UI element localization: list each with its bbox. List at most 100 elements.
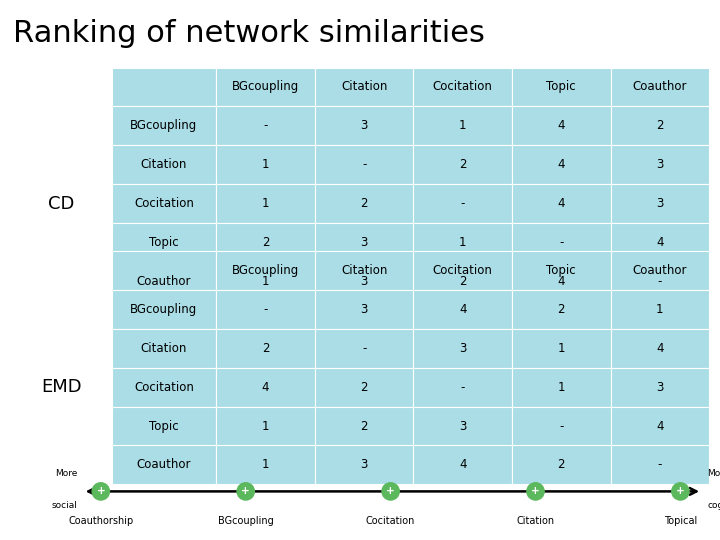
Bar (315, 290, 413, 329)
Text: 3: 3 (459, 420, 467, 433)
Bar (512, 106, 611, 145)
Bar (512, 223, 611, 262)
Text: Citation: Citation (140, 158, 187, 171)
Text: EMD: EMD (41, 378, 81, 396)
Bar (611, 251, 709, 290)
Text: -: - (657, 458, 662, 471)
Bar (216, 407, 315, 446)
Bar (112, 290, 216, 329)
Text: 3: 3 (361, 119, 368, 132)
Bar (216, 368, 315, 407)
Text: 4: 4 (557, 158, 565, 171)
Bar (413, 251, 512, 290)
Bar (413, 262, 512, 301)
Bar (611, 407, 709, 446)
Bar (413, 184, 512, 223)
Bar (611, 68, 709, 106)
Text: -: - (461, 197, 465, 210)
Bar (112, 106, 216, 145)
Bar (216, 290, 315, 329)
Text: 1: 1 (557, 381, 565, 394)
Bar (611, 290, 709, 329)
Bar (413, 106, 512, 145)
Text: 1: 1 (656, 303, 664, 316)
Text: 3: 3 (361, 303, 368, 316)
Text: 2: 2 (557, 458, 565, 471)
Text: 1: 1 (459, 236, 467, 249)
Bar (112, 251, 216, 290)
Text: Topic: Topic (546, 264, 576, 277)
Bar (611, 184, 709, 223)
Text: BGcoupling: BGcoupling (130, 119, 197, 132)
Bar (112, 145, 216, 184)
Bar (315, 446, 413, 484)
Bar (315, 262, 413, 301)
Ellipse shape (92, 483, 109, 500)
Text: 4: 4 (262, 381, 269, 394)
Text: Cocitation: Cocitation (433, 80, 492, 93)
Text: 4: 4 (656, 420, 664, 433)
Text: BGcoupling: BGcoupling (232, 80, 299, 93)
Text: -: - (264, 303, 268, 316)
Text: 3: 3 (656, 197, 664, 210)
Text: 4: 4 (557, 275, 565, 288)
Text: 1: 1 (557, 342, 565, 355)
Text: 1: 1 (262, 158, 269, 171)
Bar (216, 68, 315, 106)
Ellipse shape (672, 483, 689, 500)
Bar (512, 262, 611, 301)
Text: Cocitation: Cocitation (433, 264, 492, 277)
Text: +: + (531, 487, 540, 496)
Text: BGcoupling: BGcoupling (130, 303, 197, 316)
Text: More: More (55, 469, 78, 478)
Text: cognitive: cognitive (707, 501, 720, 510)
Bar (512, 446, 611, 484)
Text: Citation: Citation (341, 264, 387, 277)
Bar (315, 329, 413, 368)
Text: 3: 3 (656, 158, 664, 171)
Text: More: More (707, 469, 720, 478)
Bar (216, 251, 315, 290)
Text: -: - (264, 119, 268, 132)
Text: 2: 2 (656, 119, 664, 132)
Bar (216, 106, 315, 145)
Bar (315, 251, 413, 290)
Text: 3: 3 (361, 458, 368, 471)
Text: +: + (676, 487, 685, 496)
Bar (611, 262, 709, 301)
Bar (112, 184, 216, 223)
Text: Cocitation: Cocitation (134, 197, 194, 210)
Bar (112, 68, 216, 106)
Bar (112, 223, 216, 262)
Bar (413, 329, 512, 368)
Bar (216, 223, 315, 262)
Bar (413, 407, 512, 446)
Bar (112, 329, 216, 368)
Text: Ranking of network similarities: Ranking of network similarities (13, 19, 485, 48)
Bar (413, 68, 512, 106)
Text: Coauthor: Coauthor (633, 80, 687, 93)
Text: 2: 2 (459, 158, 467, 171)
Text: BGcoupling: BGcoupling (218, 516, 274, 526)
Text: 2: 2 (557, 303, 565, 316)
Bar (512, 145, 611, 184)
Text: 3: 3 (361, 236, 368, 249)
Text: -: - (362, 158, 366, 171)
Text: 1: 1 (262, 458, 269, 471)
Bar (611, 329, 709, 368)
Text: 3: 3 (656, 381, 664, 394)
Bar (512, 368, 611, 407)
Ellipse shape (527, 483, 544, 500)
Text: 1: 1 (262, 420, 269, 433)
Text: 4: 4 (459, 303, 467, 316)
Text: 2: 2 (360, 381, 368, 394)
Bar (315, 106, 413, 145)
Text: 2: 2 (262, 236, 269, 249)
Text: Coauthor: Coauthor (633, 264, 687, 277)
Bar (315, 68, 413, 106)
Text: social: social (52, 501, 78, 510)
Bar (216, 446, 315, 484)
Text: Citation: Citation (516, 516, 554, 526)
Bar (413, 145, 512, 184)
Bar (315, 184, 413, 223)
